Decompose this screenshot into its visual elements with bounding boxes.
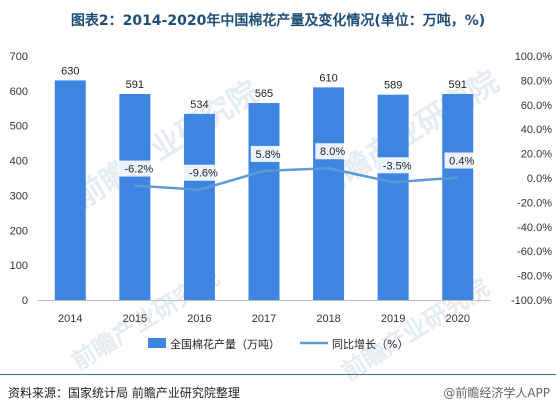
bar-data-label: 630 — [61, 65, 79, 77]
bar-data-label: 591 — [126, 79, 144, 91]
y-right-tick-label: 40.0% — [521, 124, 552, 136]
chart-title: 图表2：2014-2020年中国棉花产量及变化情况(单位：万吨，%) — [70, 13, 486, 29]
legend-bar-label: 全国棉花产量（万吨） — [170, 337, 280, 351]
x-tick-label: 2018 — [316, 313, 340, 325]
y-right-tick-label: -80.0% — [517, 271, 552, 283]
y-left-tick-label: 400 — [10, 156, 28, 168]
y-left-tick-label: 500 — [10, 121, 28, 133]
line-data-label: 5.8% — [255, 149, 280, 161]
line-data-label: -3.5% — [383, 160, 412, 172]
source-note: 资料来源：国家统计局 前瞻产业研究院整理 — [8, 386, 240, 400]
y-left-tick-label: 700 — [10, 51, 28, 63]
y-right-tick-label: 80.0% — [521, 75, 552, 87]
y-left-tick-label: 0 — [22, 295, 28, 307]
footer: 资料来源：国家统计局 前瞻产业研究院整理 @前瞻经济学人APP — [0, 374, 556, 411]
y-right-tick-label: 0.0% — [527, 173, 552, 185]
y-right-tick-label: -100.0% — [511, 295, 552, 307]
growth-line — [134, 166, 458, 191]
bar-data-label: 610 — [319, 72, 337, 84]
y-right-tick-label: -20.0% — [517, 197, 552, 209]
line-data-label: -9.6% — [189, 168, 218, 180]
y-left-tick-label: 600 — [10, 86, 28, 98]
bar — [119, 93, 151, 300]
y-right-tick-label: -60.0% — [517, 246, 552, 258]
y-left-tick-label: 100 — [10, 260, 28, 272]
bar-data-label: 534 — [190, 99, 208, 111]
line-label-box — [376, 157, 418, 174]
x-tick-label: 2014 — [58, 313, 82, 325]
bar — [248, 103, 280, 300]
bar — [183, 113, 215, 300]
bar-data-label: 589 — [384, 80, 402, 92]
bar — [313, 87, 345, 300]
line-label-box — [444, 152, 479, 169]
y-left-tick-label: 200 — [10, 225, 28, 237]
bar — [377, 94, 409, 300]
y-left-tick-label: 300 — [10, 190, 28, 202]
footer-rule — [0, 374, 556, 375]
bar — [442, 93, 474, 300]
bar-data-label: 565 — [255, 88, 273, 100]
y-right-tick-label: 20.0% — [521, 149, 552, 161]
bar — [54, 80, 86, 301]
line-label-box — [182, 164, 224, 181]
x-tick-label: 2020 — [445, 313, 469, 325]
line-data-label: 8.0% — [320, 146, 345, 158]
y-right-tick-label: 60.0% — [521, 100, 552, 112]
x-tick-label: 2015 — [123, 313, 147, 325]
y-right-tick-label: 100.0% — [515, 51, 553, 63]
chart-svg: 0 100 200 300 400 500 600 700 -100.0% -80.0% -60.0… — [10, 51, 553, 351]
x-tick-label: 2017 — [252, 313, 276, 325]
line-label-box — [315, 143, 350, 160]
brand-label: @前瞻经济学人APP — [443, 386, 550, 400]
line-data-label: 0.4% — [449, 156, 474, 168]
x-tick-label: 2016 — [187, 313, 211, 325]
bar-data-label: 591 — [449, 79, 467, 91]
line-data-label: -6.2% — [124, 164, 153, 176]
legend-bar-swatch — [148, 338, 166, 348]
legend-line-label: 同比增长（%） — [332, 337, 408, 351]
line-label-box — [118, 160, 160, 177]
x-tick-label: 2019 — [381, 313, 405, 325]
line-label-box — [250, 145, 286, 162]
y-right-tick-label: -40.0% — [517, 222, 552, 234]
